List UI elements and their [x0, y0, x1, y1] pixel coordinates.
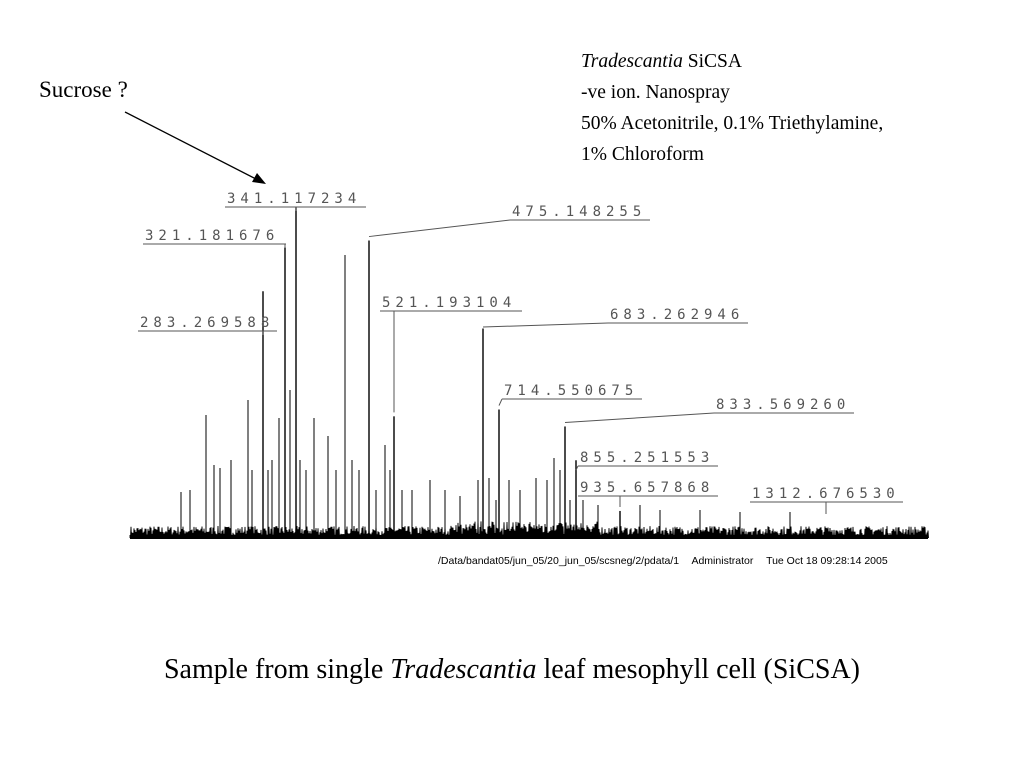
- baseline-noise: [129, 520, 929, 539]
- labeled-peaks: [262, 206, 827, 538]
- info-line-4: 1% Chloroform: [581, 144, 704, 165]
- sucrose-annotation: Sucrose ?: [39, 77, 128, 102]
- slide-caption: Sample from single Tradescantia leaf mes…: [0, 654, 1024, 686]
- peak-label: 1312.676530: [752, 486, 900, 502]
- file-footer: /Data/bandat05/jun_05/20_jun_05/scsneg/2…: [438, 555, 898, 567]
- file-path: /Data/bandat05/jun_05/20_jun_05/scsneg/2…: [438, 555, 680, 567]
- info-line-1: Tradescantia SiCSA: [581, 46, 883, 77]
- sample-info: Tradescantia SiCSA -ve ion. Nanospray 50…: [581, 46, 883, 170]
- peak-label: 683.262946: [610, 307, 744, 323]
- caption-species: Tradescantia: [390, 654, 537, 685]
- caption-before: Sample from single: [163, 654, 391, 685]
- info-species: Tradescantia: [581, 51, 683, 72]
- baseline: [130, 536, 928, 539]
- file-timestamp: Tue Oct 18 09:28:14 2005: [766, 555, 888, 567]
- peak-label: 714.550675: [504, 383, 638, 399]
- peak-label: 283.269588: [140, 315, 274, 331]
- caption-after: leaf mesophyll cell (SiCSA): [536, 654, 861, 685]
- info-method: SiCSA: [682, 51, 742, 72]
- peak-label: 321.181676: [145, 228, 279, 244]
- file-user: Administrator: [691, 555, 754, 567]
- minor-peaks: [180, 255, 791, 538]
- peak-label: 341.117234: [227, 191, 361, 207]
- noise-trace: [129, 520, 929, 539]
- peak-labels: 283.269588 321.181676 341.117234 475.148255…: [138, 191, 903, 514]
- sucrose-arrow-line: [124, 111, 259, 181]
- peak-label: 935.657868: [580, 480, 714, 496]
- peak-label: 521.193104: [382, 295, 516, 311]
- peak-label: 855.251553: [580, 450, 714, 466]
- peak-label: 475.148255: [512, 204, 646, 220]
- peak-label-leader: [498, 398, 503, 406]
- peak-label-leader: [368, 219, 511, 238]
- info-line-2: -ve ion. Nanospray: [581, 82, 730, 103]
- peak-label-leader: [482, 322, 609, 328]
- sucrose-arrow-head: [252, 173, 266, 184]
- peak-label-leader: [564, 412, 715, 423]
- peak-label-leader: [575, 465, 579, 471]
- info-line-3: 50% Acetonitrile, 0.1% Triethylamine,: [581, 113, 884, 134]
- peak-label: 833.569260: [716, 397, 850, 413]
